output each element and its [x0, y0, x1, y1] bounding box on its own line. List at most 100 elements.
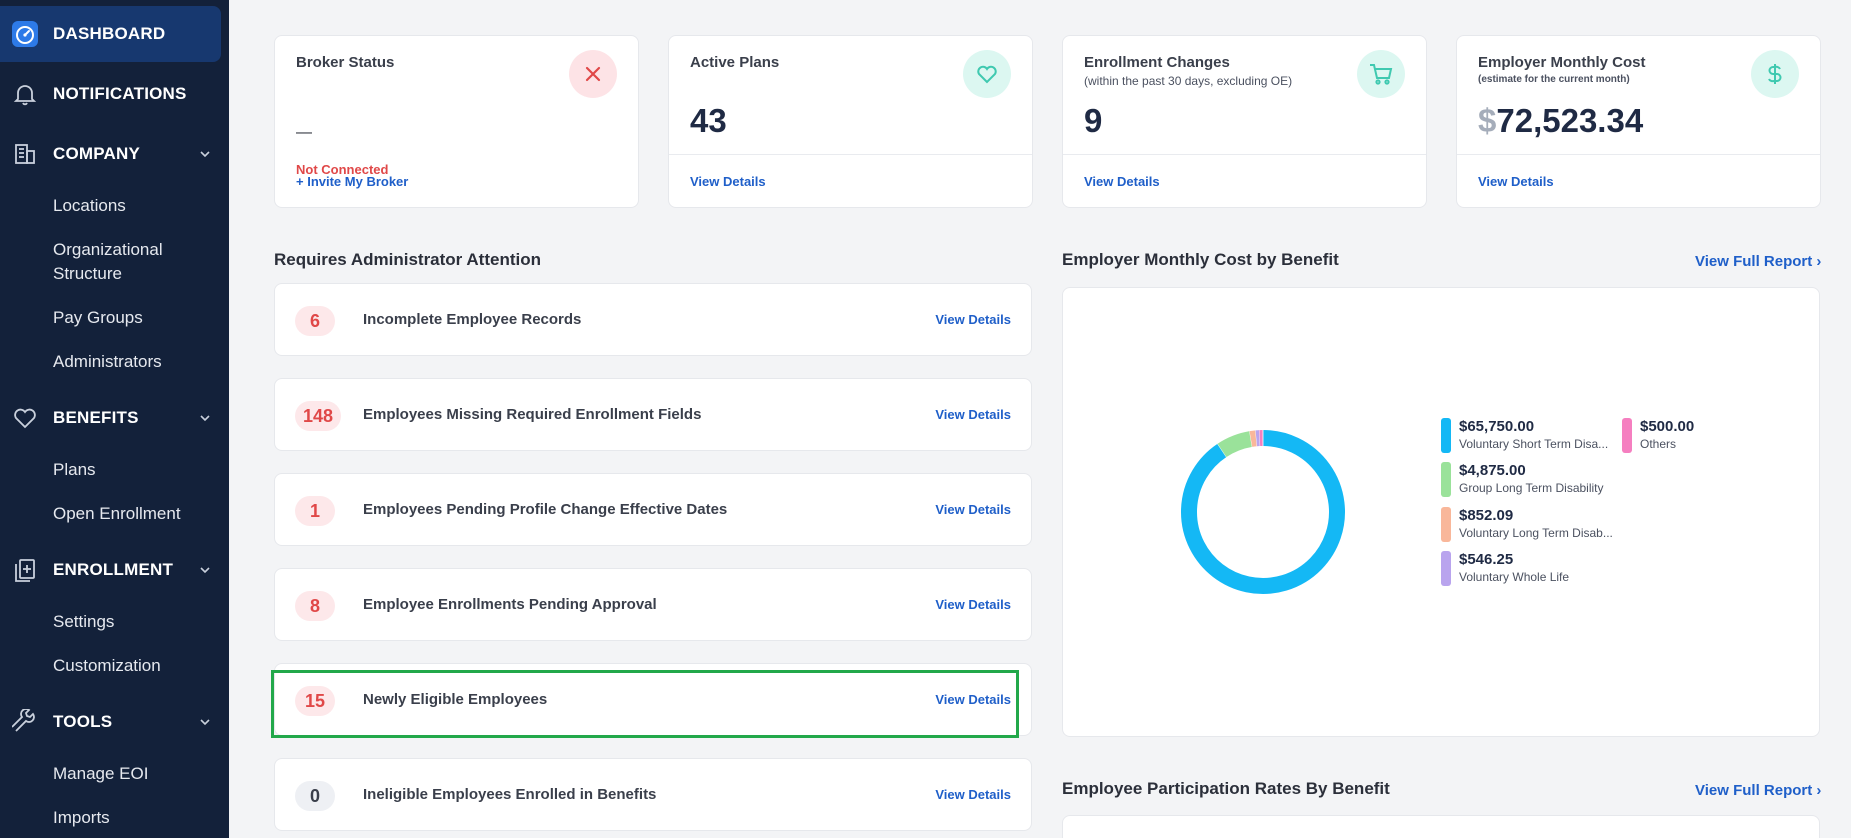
count-badge: 15	[295, 686, 335, 716]
legend-swatch	[1441, 507, 1451, 542]
legend-value: $852.09	[1459, 507, 1514, 524]
participation-card	[1062, 815, 1820, 838]
view-full-report-link[interactable]: View Full Report ›	[1695, 782, 1822, 799]
attention-item: 6 Incomplete Employee Records View Detai…	[274, 283, 1032, 356]
stat-subtitle: (estimate for the current month)	[1478, 74, 1630, 85]
donut-slice[interactable]	[1217, 431, 1253, 458]
view-details-link[interactable]: View Details	[1084, 174, 1160, 189]
close-icon	[569, 50, 617, 98]
chevron-down-icon[interactable]	[198, 563, 212, 577]
count-badge: 6	[295, 306, 335, 336]
stat-title: Enrollment Changes	[1084, 54, 1230, 71]
chevron-down-icon[interactable]	[198, 715, 212, 729]
view-details-link[interactable]: View Details	[935, 502, 1011, 517]
dashboard-icon	[12, 21, 38, 47]
chevron-down-icon[interactable]	[198, 147, 212, 161]
cost-chart-card: $65,750.00 Voluntary Short Term Disa... $4…	[1062, 287, 1820, 737]
nav-administrators[interactable]: Administrators	[53, 352, 162, 371]
nav-organizational-structure[interactable]: Organizational Structure	[53, 240, 163, 283]
view-details-link[interactable]: View Details	[935, 597, 1011, 612]
heart-icon	[963, 50, 1011, 98]
legend-swatch	[1441, 418, 1451, 453]
enrollment-changes-card: Enrollment Changes (within the past 30 d…	[1062, 35, 1427, 208]
legend-label: Group Long Term Disability	[1459, 481, 1604, 495]
view-details-link[interactable]: View Details	[1478, 174, 1554, 189]
legend-value: $546.25	[1459, 551, 1514, 568]
cart-icon	[1357, 50, 1405, 98]
nav-enrollment-label: ENROLLMENT	[53, 560, 174, 579]
view-details-link[interactable]: View Details	[935, 312, 1011, 327]
attention-item: 15 Newly Eligible Employees View Details	[274, 663, 1032, 736]
divider	[1063, 154, 1426, 155]
stat-title: Active Plans	[690, 54, 780, 71]
currency-symbol: $	[1478, 102, 1497, 139]
attention-label: Employees Pending Profile Change Effecti…	[363, 501, 728, 518]
attention-label: Employee Enrollments Pending Approval	[363, 596, 657, 613]
document-add-icon	[12, 557, 38, 583]
broker-status-text: Not Connected	[296, 162, 389, 177]
chevron-down-icon[interactable]	[198, 411, 212, 425]
broker-dash: —	[296, 124, 312, 141]
legend-swatch	[1622, 418, 1632, 453]
attention-item: 148 Employees Missing Required Enrollmen…	[274, 378, 1032, 451]
employer-cost-card: Employer Monthly Cost (estimate for the …	[1456, 35, 1821, 208]
count-badge: 8	[295, 591, 335, 621]
participation-title: Employee Participation Rates By Benefit	[1062, 779, 1390, 798]
nav-tools[interactable]: TOOLS	[0, 702, 229, 742]
nav-dashboard-label: DASHBOARD	[53, 24, 166, 43]
nav-benefits[interactable]: BENEFITS	[0, 398, 229, 438]
nav-open-enrollment[interactable]: Open Enrollment	[53, 504, 181, 523]
view-details-link[interactable]: View Details	[935, 692, 1011, 707]
attention-item: 1 Employees Pending Profile Change Effec…	[274, 473, 1032, 546]
count-badge: 148	[295, 401, 342, 431]
stat-title: Broker Status	[296, 54, 395, 71]
attention-title: Requires Administrator Attention	[274, 250, 541, 269]
legend-swatch	[1441, 462, 1451, 497]
nav-company[interactable]: COMPANY	[0, 134, 229, 174]
main-content: Broker Status — Not Connected + Invite M…	[229, 0, 1851, 838]
donut-slice[interactable]	[1249, 430, 1258, 447]
divider	[1457, 154, 1820, 155]
enrollment-changes-value: 9	[1084, 102, 1103, 139]
active-plans-value: 43	[690, 102, 727, 139]
nav-imports[interactable]: Imports	[53, 808, 110, 827]
legend-value: $4,875.00	[1459, 462, 1526, 479]
nav-customization[interactable]: Customization	[53, 656, 161, 675]
nav-manage-eoi[interactable]: Manage EOI	[53, 764, 149, 783]
legend-label: Voluntary Short Term Disa...	[1459, 437, 1609, 451]
slice-separator	[1255, 430, 1258, 447]
attention-item: 0 Ineligible Employees Enrolled in Benef…	[274, 758, 1032, 831]
nav-pay-groups[interactable]: Pay Groups	[53, 308, 143, 327]
heart-icon	[12, 405, 38, 431]
cost-chart-title: Employer Monthly Cost by Benefit	[1062, 250, 1339, 269]
invite-broker-link[interactable]: + Invite My Broker	[296, 174, 409, 189]
view-details-link[interactable]: View Details	[935, 787, 1011, 802]
building-icon	[12, 141, 38, 167]
nav-locations[interactable]: Locations	[53, 196, 126, 215]
view-full-report-link[interactable]: View Full Report ›	[1695, 253, 1822, 270]
broker-status-card: Broker Status — Not Connected + Invite M…	[274, 35, 639, 208]
legend-value: $65,750.00	[1459, 418, 1535, 435]
nav-enrollment[interactable]: ENROLLMENT	[0, 550, 229, 590]
view-details-link[interactable]: View Details	[690, 174, 766, 189]
count-badge: 1	[295, 496, 335, 526]
cost-amount: 72,523.34	[1496, 102, 1644, 139]
nav-plans[interactable]: Plans	[53, 460, 96, 479]
nav-notifications-label: NOTIFICATIONS	[53, 84, 187, 103]
view-details-link[interactable]: View Details	[935, 407, 1011, 422]
slice-separator	[1259, 430, 1261, 447]
nav-notifications[interactable]: NOTIFICATIONS	[0, 74, 229, 114]
attention-label: Ineligible Employees Enrolled in Benefit…	[363, 786, 657, 803]
employer-cost-value: $72,523.34	[1478, 102, 1643, 140]
sidebar: DASHBOARD NOTIFICATIONS COMPANY Location…	[0, 0, 229, 838]
nav-dashboard[interactable]: DASHBOARD	[0, 14, 229, 54]
divider	[669, 154, 1032, 155]
legend-label: Voluntary Whole Life	[1459, 570, 1570, 584]
legend-label: Voluntary Long Term Disab...	[1459, 526, 1613, 540]
attention-item: 8 Employee Enrollments Pending Approval …	[274, 568, 1032, 641]
attention-label: Employees Missing Required Enrollment Fi…	[363, 406, 702, 423]
nav-settings[interactable]: Settings	[53, 612, 115, 631]
donut-slice[interactable]	[1181, 430, 1345, 594]
stat-title: Employer Monthly Cost	[1478, 54, 1646, 71]
dollar-icon	[1751, 50, 1799, 98]
